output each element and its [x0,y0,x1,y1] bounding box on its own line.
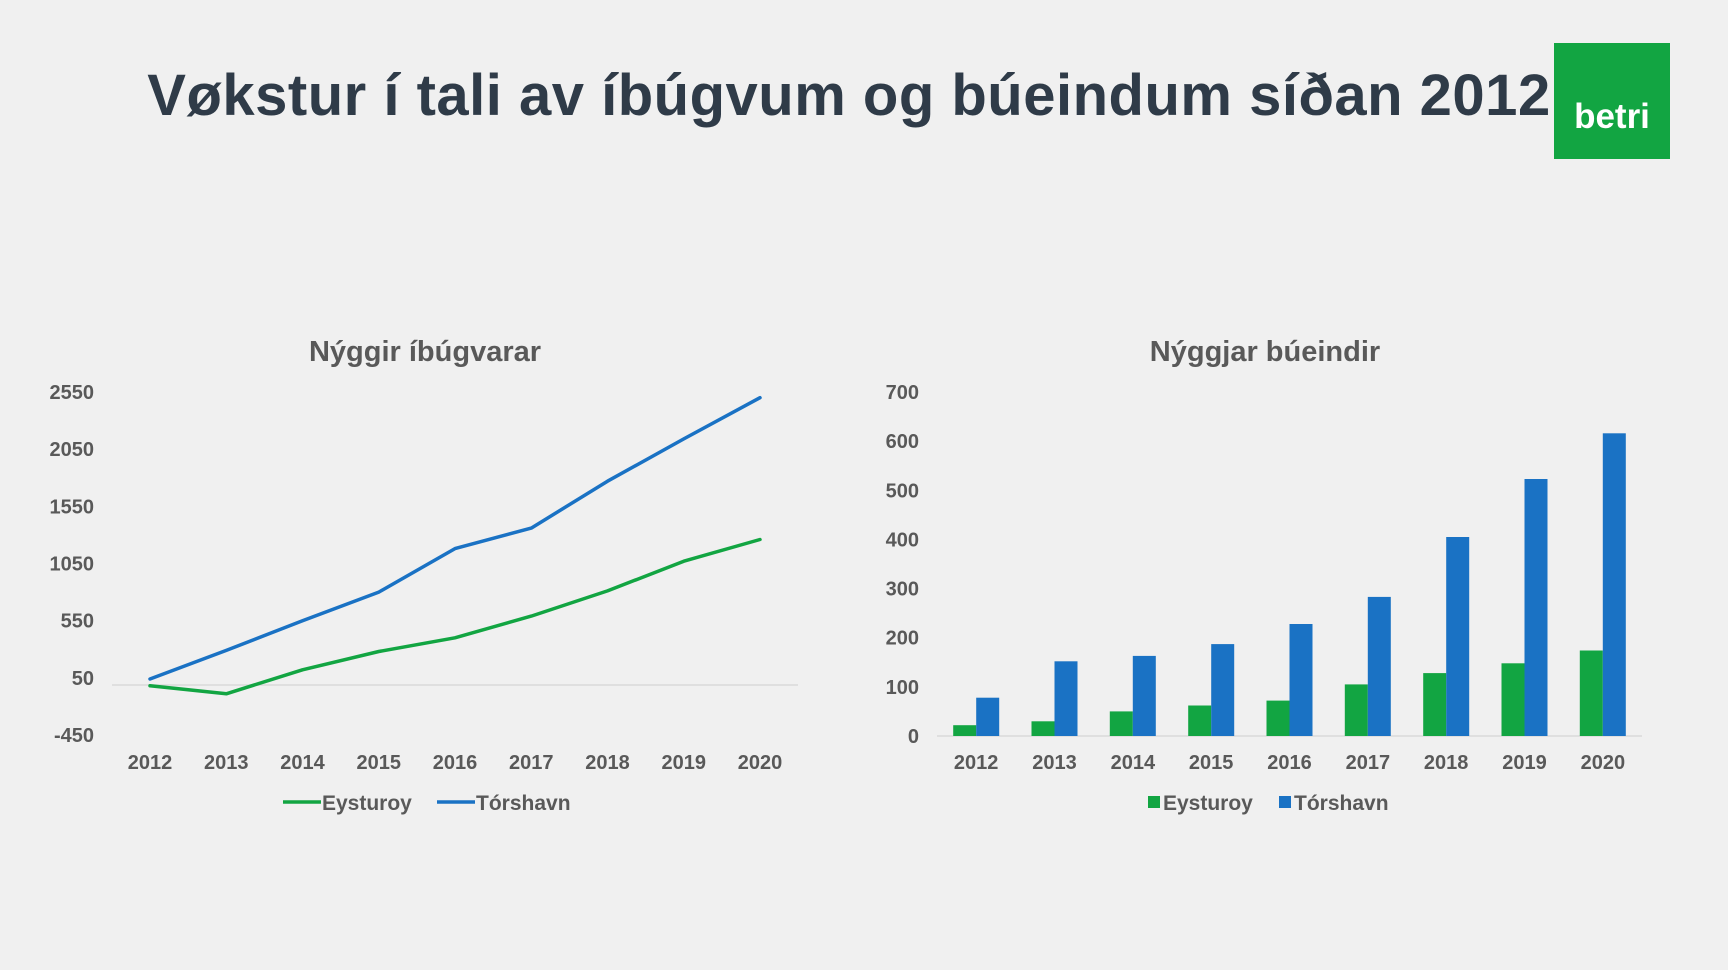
bar-x-tick-label: 2015 [1189,752,1234,774]
bar-tórshavn [1367,596,1391,736]
bar-x-tick-label: 2014 [1111,752,1156,774]
line-x-tick-label: 2012 [128,752,173,774]
line-y-tick-label: -450 [54,725,94,747]
bar-y-tick-label: 400 [886,529,919,551]
line-legend-label: Tórshavn [476,792,571,815]
line-legend-label: Eysturoy [322,792,412,815]
bar-tórshavn [1211,644,1235,736]
bar-x-tick-label: 2013 [1032,752,1077,774]
bar-eysturoy [953,725,977,736]
bar-tórshavn [1132,655,1156,736]
bar-eysturoy [1579,650,1603,736]
bar-tórshavn [1054,661,1078,736]
bar-eysturoy [1266,700,1290,736]
line-series-tórshavn [148,395,762,681]
bar-tórshavn [1289,624,1313,736]
bar-eysturoy [1109,711,1133,736]
bar-tórshavn [976,697,1000,736]
line-x-tick-label: 2013 [204,752,249,774]
line-x-tick-label: 2017 [509,752,554,774]
bar-y-tick-label: 0 [908,726,919,748]
line-x-tick-label: 2015 [357,752,402,774]
bar-x-tick-label: 2018 [1424,752,1469,774]
bar-eysturoy [1188,705,1212,736]
line-y-tick-label: 1550 [50,496,95,518]
line-y-tick-label: 1050 [50,554,95,576]
logo-text: betri [1574,97,1650,136]
line-series-eysturoy [148,537,762,696]
bar-eysturoy [1423,673,1447,736]
bar-legend-swatch [1148,796,1160,808]
bar-legend-label: Tórshavn [1294,792,1389,815]
bar-x-tick-label: 2019 [1502,752,1547,774]
bar-legend-label: Eysturoy [1163,792,1253,815]
bar-x-tick-label: 2020 [1581,752,1626,774]
line-x-tick-label: 2016 [433,752,478,774]
bar-eysturoy [1031,721,1055,736]
bar-y-tick-label: 500 [886,480,919,502]
bar-legend-swatch [1279,796,1291,808]
line-chart: Nýggir íbúgvarar 2550 2050 1550 1050 550 50 -45… [50,336,798,815]
bar-x-tick-label: 2012 [954,752,999,774]
bar-x-tick-label: 2016 [1267,752,1312,774]
bar-y-tick-label: 300 [886,579,919,601]
bar-y-tick-label: 200 [886,628,919,650]
bar-tórshavn [1446,537,1470,736]
line-y-tick-label: 550 [61,611,94,633]
line-chart-title: Nýggir íbúgvarar [309,336,541,368]
line-y-tick-label: 2050 [50,439,95,461]
bar-eysturoy [1344,684,1368,736]
line-y-tick-label: 50 [72,668,94,690]
betri-logo: betri [1554,43,1670,159]
slide-title: Vøkstur í tali av íbúgvum og búeindum sí… [147,63,1551,128]
line-x-tick-label: 2020 [738,752,783,774]
bar-tórshavn [1602,433,1626,736]
bar-tórshavn [1524,479,1548,736]
bar-y-tick-label: 100 [886,677,919,699]
line-y-tick-label: 2550 [50,382,95,404]
line-x-tick-label: 2014 [280,752,325,774]
bar-y-tick-label: 600 [886,431,919,453]
bar-chart-title: Nýggjar búeindir [1150,336,1380,368]
line-x-tick-label: 2018 [585,752,630,774]
bar-y-tick-label: 700 [886,382,919,404]
line-x-tick-label: 2019 [662,752,707,774]
bar-x-tick-label: 2017 [1346,752,1391,774]
bar-eysturoy [1501,663,1525,736]
